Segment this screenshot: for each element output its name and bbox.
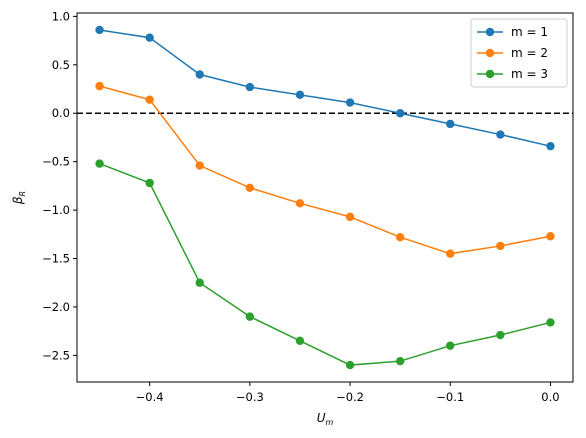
data-point xyxy=(546,141,555,151)
legend-label: m = 1 xyxy=(511,25,548,39)
x-axis-label-sub: m xyxy=(326,418,334,427)
legend-marker xyxy=(485,69,495,79)
y-tick-label: 0.5 xyxy=(52,58,70,72)
series-m2 xyxy=(95,81,555,258)
data-point xyxy=(195,278,204,287)
data-point xyxy=(395,109,405,118)
y-tick-label: −2.5 xyxy=(42,348,70,362)
data-point xyxy=(446,119,455,129)
data-point xyxy=(245,312,255,321)
data-point xyxy=(195,161,204,170)
series-line-m2 xyxy=(99,85,551,255)
y-tick-label: −1.5 xyxy=(42,252,70,266)
y-tick-label: 1.0 xyxy=(52,9,70,23)
data-point xyxy=(295,199,305,208)
x-tick-label: −0.2 xyxy=(336,390,364,404)
y-tick-label: −1.0 xyxy=(42,203,70,217)
series-line-m3 xyxy=(99,162,551,366)
data-point xyxy=(395,233,405,242)
legend-item-m2: m = 2 xyxy=(477,46,548,60)
data-point xyxy=(195,70,204,79)
data-point xyxy=(295,336,305,346)
data-point xyxy=(446,341,455,350)
x-tick-label: −0.4 xyxy=(136,390,164,404)
series-line-m1 xyxy=(99,29,551,147)
legend-item-m3: m = 3 xyxy=(477,67,548,81)
data-point xyxy=(95,81,104,91)
ticks-layer: −0.4 −0.3 −0.2 −0.1 0.0 1.0 0.5 0.0 −0.5 −1.0 −1.5… xyxy=(42,9,560,404)
y-tick-label: −0.5 xyxy=(42,155,70,169)
data-point xyxy=(95,159,104,168)
data-point xyxy=(245,82,255,92)
legend-label: m = 2 xyxy=(511,46,548,60)
data-point xyxy=(395,356,405,366)
data-point xyxy=(145,95,154,104)
y-tick-label: 0.0 xyxy=(52,106,70,120)
x-tick-label: 0.0 xyxy=(541,390,559,404)
legend-label: m = 3 xyxy=(511,67,548,81)
x-axis-label: Um xyxy=(317,411,334,427)
data-point xyxy=(345,360,355,370)
series-m1 xyxy=(95,25,555,151)
data-point xyxy=(345,212,355,222)
y-tick-label: −2.0 xyxy=(42,300,70,314)
y-axis-label: βR xyxy=(11,191,27,205)
x-tick-label: −0.3 xyxy=(236,390,264,404)
data-point xyxy=(145,178,154,188)
data-point xyxy=(446,249,455,258)
data-point xyxy=(145,33,154,42)
data-point xyxy=(295,90,305,100)
data-point xyxy=(245,183,255,193)
series-layer xyxy=(95,25,555,370)
data-point xyxy=(496,330,505,340)
data-point xyxy=(345,98,355,107)
legend-item-m1: m = 1 xyxy=(477,25,548,39)
data-point xyxy=(496,130,505,139)
legend-marker xyxy=(485,27,495,37)
legend-box xyxy=(470,18,568,88)
x-axis-label-main: U xyxy=(317,411,326,425)
data-point xyxy=(546,232,555,241)
y-axis-label-main: β xyxy=(11,196,25,205)
legend-marker xyxy=(485,48,495,58)
y-axis-label-sub: R xyxy=(18,191,27,197)
data-point xyxy=(496,241,505,251)
legend: m = 1 m = 2 m = 3 xyxy=(470,18,568,88)
x-tick-label: −0.1 xyxy=(436,390,464,404)
data-point xyxy=(546,318,555,327)
plot-frame xyxy=(76,12,574,383)
data-point xyxy=(95,25,104,35)
series-m3 xyxy=(95,159,555,370)
